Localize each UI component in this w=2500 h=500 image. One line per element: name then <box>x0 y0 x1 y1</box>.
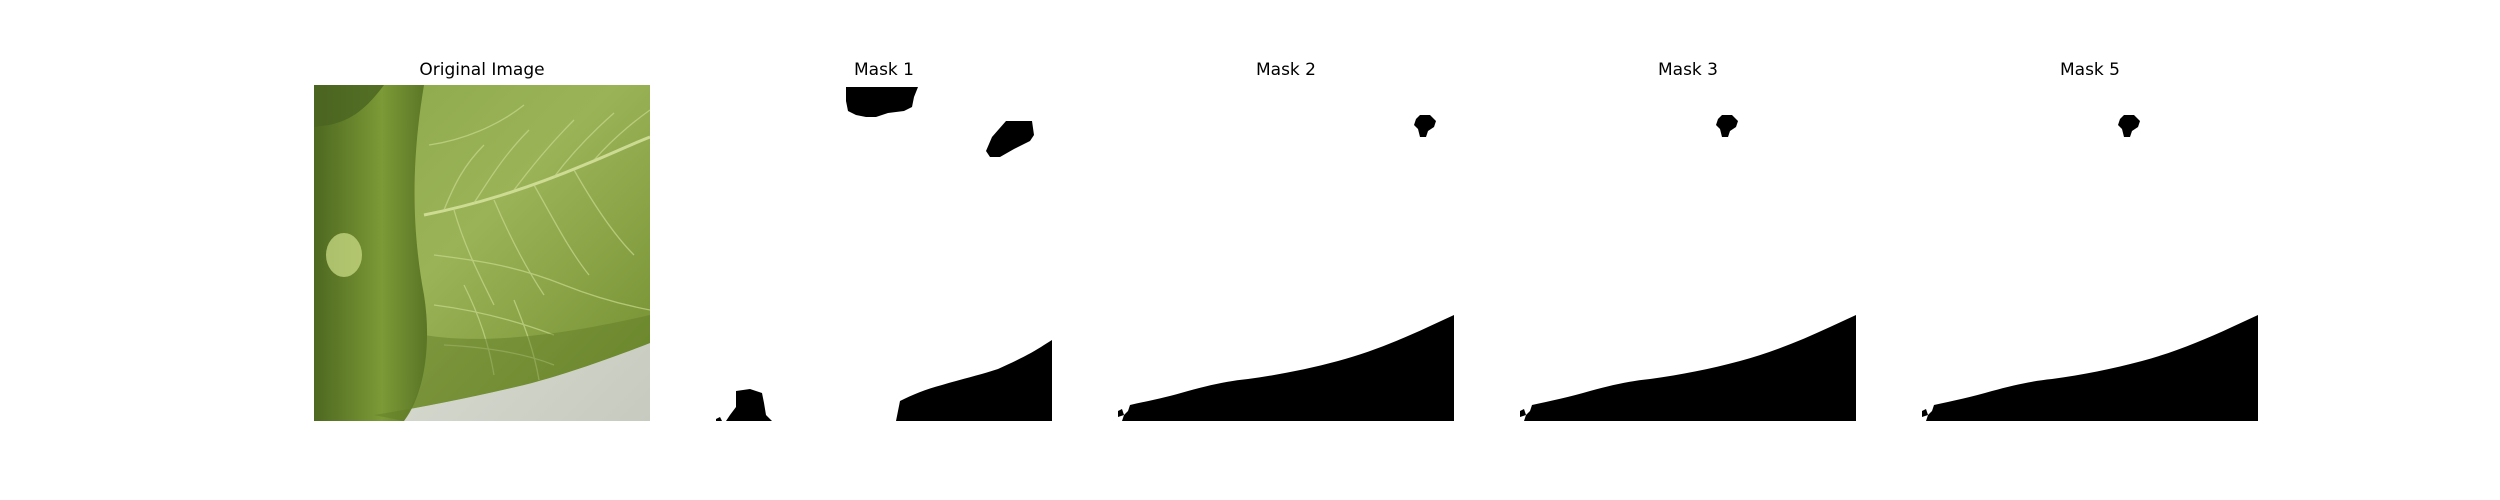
panel-title: Mask 2 <box>1255 60 1316 80</box>
original-image <box>314 85 650 421</box>
panel-mask-2: Mask 2 <box>1118 0 1454 430</box>
mask-image <box>1922 85 2258 421</box>
mask-5-shapes <box>1922 85 2258 421</box>
panel-mask-1: Mask 1 <box>716 0 1052 430</box>
mask-3-shapes <box>1520 85 1856 421</box>
mask-image <box>1520 85 1856 421</box>
panel-mask-3: Mask 3 <box>1520 0 1856 430</box>
panel-mask-5: Mask 5 <box>1922 0 2258 430</box>
leaf-photo <box>314 85 650 421</box>
mask-2-shapes <box>1118 85 1454 421</box>
panel-original-image: Original Image <box>314 0 650 430</box>
panel-title: Original Image <box>419 60 545 80</box>
panel-title: Mask 1 <box>853 60 914 80</box>
panel-title: Mask 5 <box>2059 60 2120 80</box>
leaf-fold <box>314 85 428 421</box>
mask-1-shapes <box>716 85 1052 421</box>
mask-image <box>1118 85 1454 421</box>
panel-title: Mask 3 <box>1657 60 1718 80</box>
mask-image <box>716 85 1052 421</box>
